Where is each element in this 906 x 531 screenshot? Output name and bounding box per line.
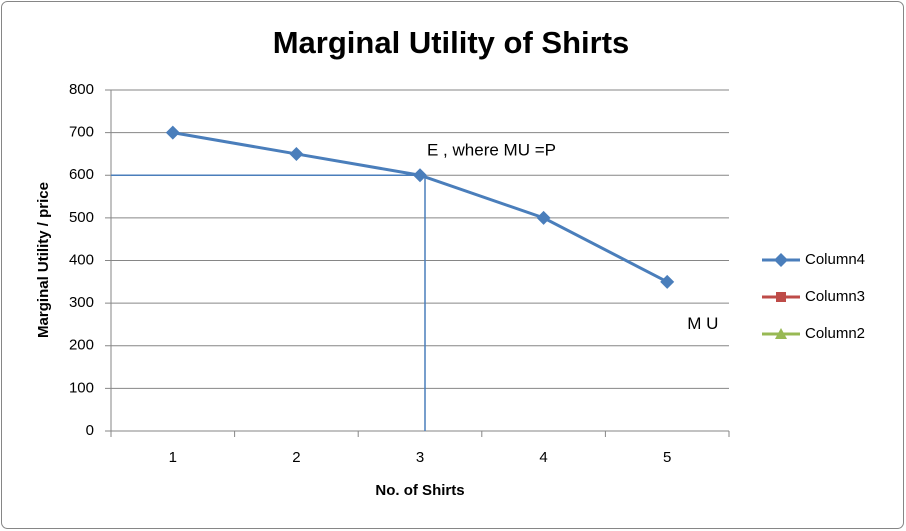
x-tick-label: 1 [169,449,177,466]
data-point [413,168,427,183]
x-tick-label: 5 [663,449,671,466]
x-tick-label: 3 [416,449,424,466]
legend-label: Column4 [805,251,865,268]
y-axis-title: Marginal Utility / price [35,182,52,338]
legend-marker [776,292,786,302]
legend-marker [775,328,787,339]
x-tick-label: 2 [292,449,300,466]
y-tick-label: 800 [69,81,94,98]
y-tick-label: 400 [69,251,94,268]
y-tick-label: 300 [69,294,94,311]
data-point [289,146,304,161]
y-tick-label: 600 [69,166,94,183]
y-tick-label: 500 [69,209,94,226]
y-tick-label: 0 [86,422,94,439]
data-point [660,274,675,289]
y-tick-label: 200 [69,337,94,354]
x-tick-label: 4 [539,449,547,466]
chart-title: Marginal Utility of Shirts [273,25,630,60]
y-tick-label: 700 [69,124,94,141]
legend-label: Column3 [805,288,865,305]
annotation: E , where MU =P [427,141,556,160]
data-point [165,125,180,140]
legend-label: Column2 [805,325,865,342]
annotation: M U [687,314,718,333]
y-tick-label: 100 [69,379,94,396]
data-point [536,210,551,225]
x-axis-title: No. of Shirts [375,482,464,499]
legend-marker [774,253,788,267]
